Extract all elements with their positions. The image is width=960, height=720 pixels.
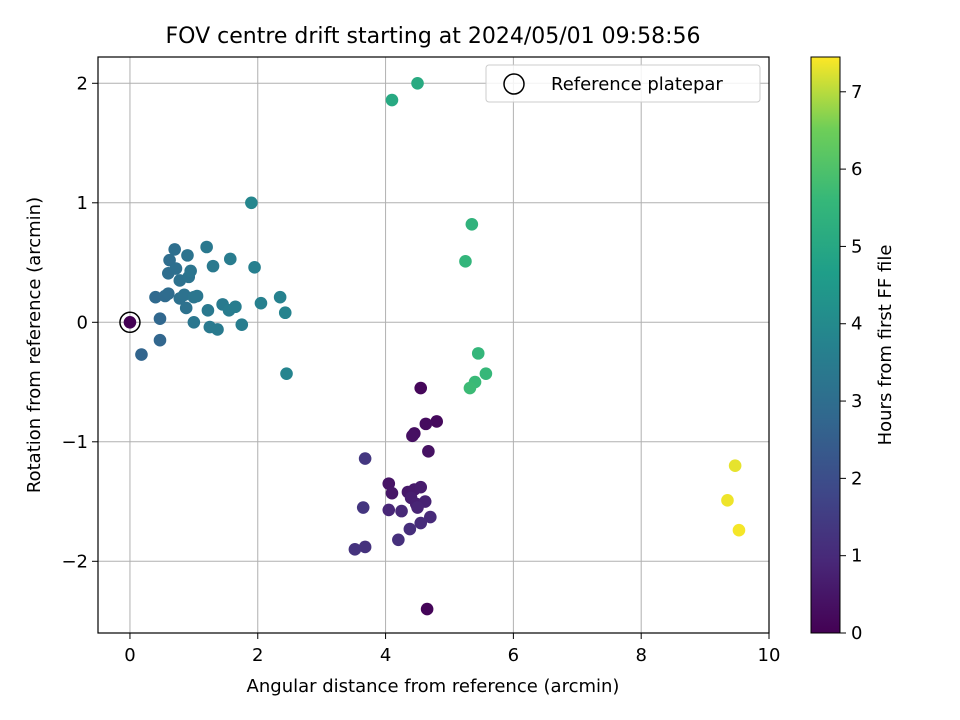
data-point	[471, 347, 485, 360]
data-point	[161, 287, 175, 300]
data-point	[181, 249, 194, 262]
colorbar-tick-label: 1	[851, 546, 862, 567]
colorbar: 0 1 2 3 4 5 6 7 Hours from first FF file	[810, 56, 896, 644]
data-point	[169, 262, 183, 275]
data-point	[406, 429, 419, 443]
chart-title: FOV centre drift starting at 2024/05/01 …	[166, 24, 701, 49]
legend-entry: Reference platepar	[551, 74, 723, 95]
data-point	[424, 510, 437, 524]
data-point	[411, 501, 424, 514]
data-point	[348, 543, 362, 556]
y-tick-label: 1	[77, 193, 88, 214]
data-point	[382, 477, 396, 490]
data-point	[187, 315, 201, 329]
x-tick-label: 8	[635, 645, 646, 666]
y-tick-label: 0	[77, 312, 88, 333]
data-point	[223, 252, 237, 266]
data-point	[358, 540, 372, 554]
data-point	[123, 315, 137, 329]
colorbar-tick-label: 5	[851, 236, 862, 257]
colorbar-tick-label: 2	[851, 468, 862, 489]
data-point	[211, 323, 224, 336]
data-point	[382, 503, 396, 517]
x-tick-label: 6	[508, 645, 519, 666]
x-tick-label: 0	[124, 645, 135, 666]
data-point	[395, 504, 408, 518]
data-point	[168, 243, 181, 256]
data-point	[419, 417, 433, 431]
y-axis-ticks: −2 −1 0 1 2	[61, 73, 98, 572]
data-point	[149, 290, 162, 304]
data-point	[459, 255, 472, 268]
data-point	[200, 240, 213, 254]
data-point	[463, 381, 477, 395]
data-point	[358, 452, 372, 465]
data-point	[385, 486, 399, 500]
colorbar-gradient	[810, 56, 841, 634]
data-point	[479, 367, 493, 380]
reference-point-icon	[119, 311, 141, 334]
data-point	[229, 300, 242, 314]
data-point	[153, 333, 167, 347]
legend-box	[485, 64, 761, 103]
data-point	[430, 415, 443, 428]
data-point	[135, 348, 148, 361]
data-point	[177, 288, 191, 302]
y-tick-label: 2	[77, 73, 88, 94]
data-point	[422, 445, 435, 458]
plot-frame	[97, 56, 770, 634]
colorbar-label: Hours from first FF file	[875, 245, 896, 446]
colorbar-tick-label: 3	[851, 391, 862, 412]
data-point	[385, 93, 399, 107]
y-tick-label: −2	[61, 551, 88, 572]
x-tick-label: 10	[758, 645, 781, 666]
legend: Reference platepar	[485, 64, 761, 103]
colorbar-tick-label: 4	[851, 314, 862, 335]
colorbar-tick-label: 0	[851, 623, 862, 644]
data-point	[153, 312, 167, 326]
data-point	[235, 318, 249, 331]
reference-marker	[119, 311, 141, 334]
data-point	[403, 522, 417, 536]
data-point	[184, 264, 197, 278]
data-point	[721, 494, 734, 507]
colorbar-tick-label: 7	[851, 82, 862, 103]
x-axis-ticks: 0 2 4 6 8 10	[124, 633, 780, 666]
data-point	[179, 301, 193, 315]
data-point	[392, 533, 405, 547]
data-point	[201, 304, 215, 317]
data-point	[273, 290, 287, 304]
legend-marker-icon	[503, 73, 525, 95]
y-axis-label: Rotation from reference (arcmin)	[24, 197, 45, 493]
colorbar-tick-label: 6	[851, 159, 862, 180]
data-point	[280, 367, 293, 380]
data-point	[465, 218, 479, 231]
x-axis-label: Angular distance from reference (arcmin)	[247, 676, 620, 697]
data-points	[123, 76, 746, 616]
y-tick-label: −1	[61, 432, 88, 453]
grid-lines	[98, 57, 770, 633]
data-point	[420, 602, 434, 616]
data-point	[248, 261, 261, 274]
data-point	[414, 516, 428, 530]
data-point	[190, 289, 204, 303]
data-point	[245, 196, 258, 210]
colorbar-ticks: 0 1 2 3 4 5 6 7	[840, 82, 862, 644]
data-point	[732, 523, 746, 537]
data-point	[278, 306, 292, 320]
data-point	[254, 296, 268, 310]
data-point	[411, 76, 424, 90]
data-point	[206, 259, 220, 273]
data-point	[356, 501, 370, 514]
data-point	[414, 381, 428, 395]
x-tick-label: 4	[380, 645, 391, 666]
x-tick-label: 2	[252, 645, 263, 666]
data-point	[728, 459, 742, 472]
data-point	[414, 480, 428, 494]
